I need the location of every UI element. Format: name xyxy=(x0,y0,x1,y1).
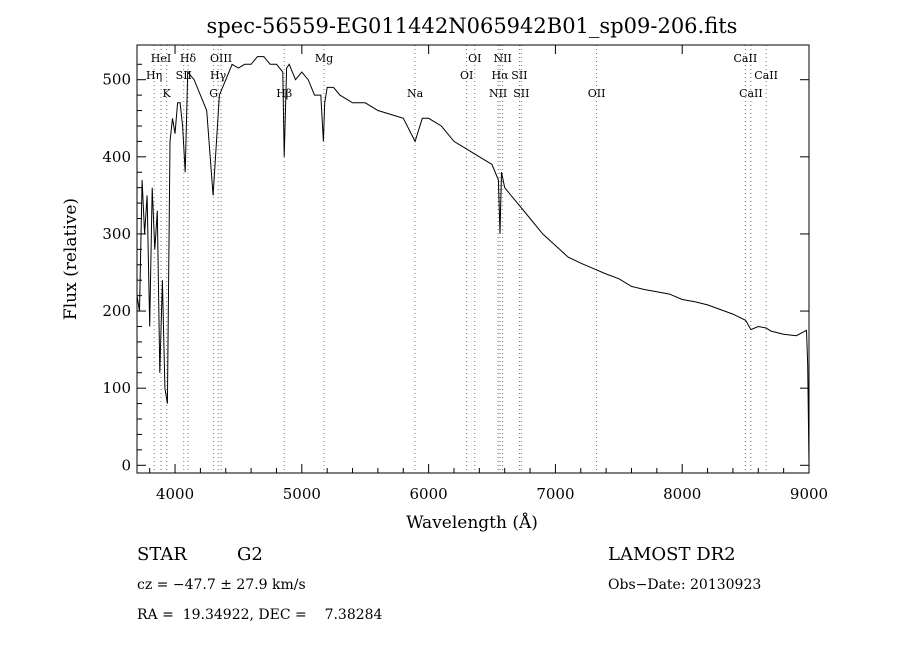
survey-name: LAMOST DR2 xyxy=(608,544,736,565)
marker-label-19: CaII xyxy=(734,52,758,65)
x-tick-label-5: 9000 xyxy=(790,485,828,503)
marker-label-17: SII xyxy=(513,87,529,100)
x-axis-label: Wavelength (Å) xyxy=(406,512,538,533)
y-axis-ticks: 0 100 200 300 400 500 xyxy=(102,63,809,474)
marker-label-0: HeI xyxy=(151,52,171,65)
marker-label-3: Hδ xyxy=(180,52,197,65)
marker-label-11: OI xyxy=(468,52,481,65)
y-tick-label-3: 300 xyxy=(102,225,131,243)
marker-label-2: K xyxy=(163,87,172,100)
marker-label-4: SII xyxy=(176,69,192,82)
marker-label-9: Mg xyxy=(315,52,333,65)
y-tick-label-2: 200 xyxy=(102,302,131,320)
x-tick-label-3: 7000 xyxy=(536,485,574,503)
spectrum-series-line xyxy=(136,56,810,466)
x-tick-label-2: 6000 xyxy=(410,485,448,503)
marker-label-1: Hη xyxy=(146,69,162,82)
marker-label-15: SII xyxy=(511,69,527,82)
emission-line-markers xyxy=(153,45,767,473)
x-axis-ticks: 4000 5000 6000 7000 8000 9000 xyxy=(149,45,828,503)
marker-label-18: OII xyxy=(588,87,606,100)
marker-label-20: CaII xyxy=(754,69,778,82)
marker-label-21: CaII xyxy=(739,87,763,100)
y-tick-label-1: 100 xyxy=(102,379,131,397)
coordinates: RA = 19.34922, DEC = 7.38284 xyxy=(137,607,383,623)
y-tick-label-4: 400 xyxy=(102,148,131,166)
y-tick-label-5: 500 xyxy=(102,71,131,89)
marker-label-13: NII xyxy=(494,52,512,65)
redshift-cz: cz = −47.7 ± 27.9 km/s xyxy=(137,577,306,593)
object-class: STAR xyxy=(137,544,187,565)
chart-title: spec-56559-EG011442N065942B01_sp09-206.f… xyxy=(207,14,738,38)
marker-label-6: Hγ xyxy=(210,69,227,82)
marker-label-14: Hα xyxy=(491,69,509,82)
plot-frame xyxy=(136,44,810,474)
x-tick-label-1: 5000 xyxy=(283,485,321,503)
observation-date: Obs−Date: 20130923 xyxy=(608,577,761,593)
y-axis-label: Flux (relative) xyxy=(61,198,81,320)
marker-label-7: G xyxy=(209,87,218,100)
marker-label-10: Na xyxy=(407,87,424,100)
marker-label-12: OI xyxy=(460,69,473,82)
object-subclass: G2 xyxy=(237,544,263,565)
marker-label-5: OIII xyxy=(210,52,232,65)
x-tick-label-4: 8000 xyxy=(663,485,701,503)
y-tick-label-0: 0 xyxy=(121,456,131,474)
marker-label-16: NII xyxy=(489,87,507,100)
marker-label-8: Hβ xyxy=(276,87,292,100)
x-tick-label-0: 4000 xyxy=(156,485,194,503)
